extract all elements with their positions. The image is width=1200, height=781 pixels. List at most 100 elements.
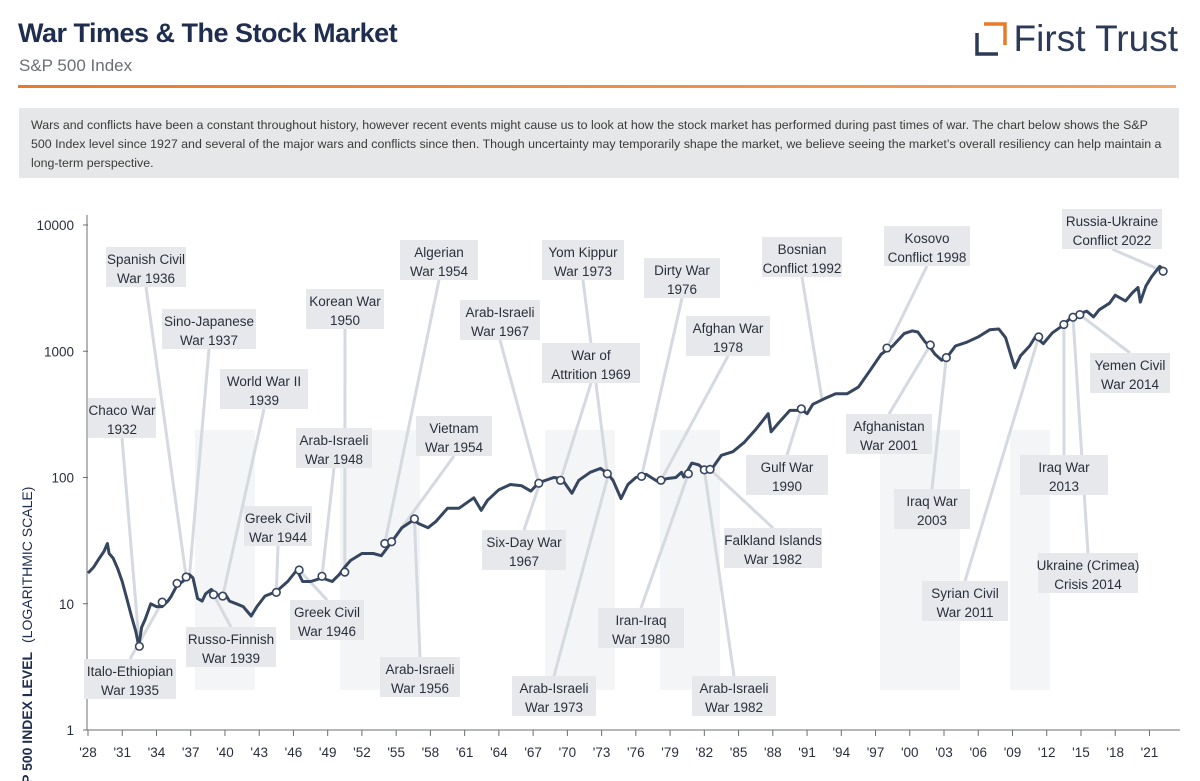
annotation-label: Russia-Ukraine — [1066, 214, 1158, 229]
annotation-label: Greek Civil — [294, 605, 360, 620]
event-marker — [925, 340, 935, 350]
annotation-box — [542, 343, 640, 383]
annotation-leader — [128, 601, 164, 660]
annotation-label: 1939 — [249, 393, 279, 408]
annotation-label: Korean War — [309, 294, 381, 309]
war-annotation: Iran-Iraq War 1980 — [598, 608, 684, 648]
x-tick-label: '97 — [867, 745, 885, 760]
annotation-label: Six-Day War — [486, 535, 562, 550]
annotation-leader — [274, 545, 280, 593]
war-annotation: Sino-Japanese War 1937 — [162, 309, 256, 349]
event-marker — [409, 514, 420, 524]
annotation-label: Falkland Islands — [724, 533, 822, 548]
annotation-label: Sino-Japanese — [164, 314, 254, 329]
x-tick-label: '94 — [832, 745, 850, 760]
war-annotation: Italo-Ethiopian War 1935 — [84, 659, 176, 699]
annotation-label: Dirty War — [654, 263, 710, 278]
annotation-leader — [785, 408, 803, 456]
annotation-label: Gulf War — [761, 460, 814, 475]
x-tick-label: '91 — [798, 745, 816, 760]
x-tick-label: '06 — [969, 745, 987, 760]
war-annotation: Greek Civil War 1946 — [290, 600, 364, 640]
annotation-label: Iraq War — [1038, 460, 1090, 475]
annotation-leader — [1111, 247, 1164, 273]
page-subtitle: S&P 500 Index — [19, 56, 133, 75]
logo-text: First Trust — [1013, 18, 1178, 59]
y-axis-label-sub: (LOGARITHMIC SCALE) — [19, 487, 35, 643]
event-marker — [555, 475, 566, 485]
annotation-box — [416, 416, 492, 456]
annotation-label: War 1973 — [554, 264, 612, 279]
annotation-box — [296, 428, 372, 468]
war-annotation: Ukraine (Crimea) Crisis 2014 — [1037, 553, 1139, 593]
annotation-label: War 1982 — [705, 700, 763, 715]
annotation-label: Italo-Ethiopian — [87, 664, 173, 679]
annotation-label: Bosnian — [778, 242, 827, 257]
annotation-box — [186, 627, 276, 667]
annotation-label: Arab-Israeli — [299, 433, 368, 448]
war-annotation: Arab-Israeli War 1973 — [512, 676, 596, 716]
annotation-label: War 1937 — [180, 333, 238, 348]
war-annotation: Spanish Civil War 1936 — [106, 247, 186, 287]
war-annotation: Afghan War 1978 — [686, 316, 770, 356]
annotation-leader — [120, 437, 141, 647]
annotation-label: Attrition 1969 — [551, 367, 631, 382]
event-marker — [534, 478, 544, 488]
war-annotation: Six-Day War 1967 — [482, 530, 566, 570]
war-annotation: Yom Kippur War 1973 — [542, 240, 624, 280]
annotation-leader — [559, 382, 593, 481]
annotation-leader — [412, 518, 422, 658]
annotation-label: War 1982 — [744, 552, 802, 567]
annotation-box — [106, 247, 186, 287]
intro-paragraph: Wars and conflicts have been a constant … — [19, 108, 1179, 178]
event-marker — [218, 591, 228, 601]
annotation-label: Conflict 1992 — [763, 261, 842, 276]
event-marker — [941, 353, 951, 363]
annotation-box — [380, 657, 460, 697]
event-marker — [134, 641, 144, 651]
x-tick-label: '64 — [490, 745, 508, 760]
annotation-leader — [1078, 313, 1131, 355]
annotation-box — [88, 398, 156, 438]
x-tick-label: '49 — [319, 745, 337, 760]
annotation-box — [542, 240, 624, 280]
annotation-box — [884, 226, 970, 266]
brand-logo[interactable]: First Trust — [974, 18, 1178, 60]
event-marker — [1034, 332, 1044, 342]
x-tick-label: '43 — [250, 745, 268, 760]
event-marker — [1158, 266, 1168, 276]
event-marker — [157, 597, 167, 607]
annotation-leader — [221, 408, 266, 597]
event-marker — [705, 464, 715, 474]
annotation-box — [512, 676, 596, 716]
war-annotation: Afghanistan War 2001 — [846, 414, 932, 454]
annotation-box — [644, 258, 720, 298]
war-annotation: World War II 1939 — [220, 369, 308, 409]
annotation-label: War 1944 — [249, 530, 308, 545]
annotation-leader — [144, 286, 188, 578]
annotation-label: Kosovo — [904, 231, 949, 246]
annotation-box — [762, 237, 842, 277]
annotation-label: War 2014 — [1101, 377, 1160, 392]
sp500-war-chart: 1 10 100 1000 10000 '28 '31 '34 '37 '40 '43 '46 '49 '… — [19, 209, 1180, 781]
annotation-label: Arab-Israeli — [519, 681, 588, 696]
event-marker — [1075, 310, 1085, 320]
war-annotation: Greek Civil War 1944 — [244, 506, 312, 546]
annotation-box — [220, 369, 308, 409]
war-annotation: Arab-Israeli War 1948 — [296, 428, 372, 468]
y-tick-label: 1000 — [44, 344, 74, 359]
annotation-label: Conflict 1998 — [888, 250, 967, 265]
annotation-leader — [522, 482, 542, 531]
war-annotation: Arab-Israeli War 1956 — [380, 657, 460, 697]
annotation-leader — [885, 265, 929, 349]
annotation-box — [692, 676, 776, 716]
annotation-label: 1978 — [713, 340, 743, 355]
annotation-leader — [1071, 317, 1090, 554]
event-marker — [796, 404, 806, 414]
y-tick-label: 100 — [51, 471, 74, 486]
annotation-leader — [639, 473, 690, 609]
y-axis-label: S&P 500 INDEX LEVEL (LOGARITHMIC SCALE) — [19, 487, 35, 781]
annotation-box — [482, 530, 566, 570]
background-band — [880, 430, 960, 690]
annotation-leader — [320, 467, 336, 577]
